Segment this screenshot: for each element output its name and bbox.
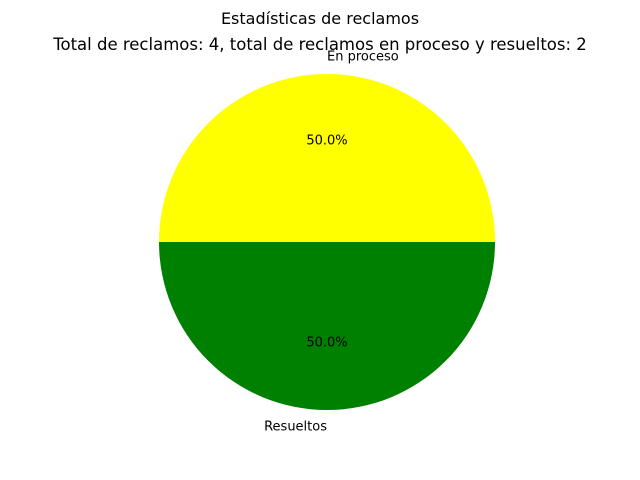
slice-percent-label: 50.0% [306, 134, 347, 149]
pie-labels: En proceso 50.0% Resueltos 50.0% [264, 50, 399, 435]
chart-title: Total de reclamos: 4, total de reclamos … [52, 35, 587, 54]
slice-label: En proceso [327, 50, 399, 65]
slice-percent-label: 50.0% [306, 335, 347, 350]
pie-slice-en-proceso [159, 74, 495, 242]
pie-slice-resueltos [159, 242, 495, 410]
pie-slices [159, 74, 495, 410]
slice-label: Resueltos [264, 419, 327, 434]
chart-suptitle: Estadísticas de reclamos [221, 9, 419, 28]
